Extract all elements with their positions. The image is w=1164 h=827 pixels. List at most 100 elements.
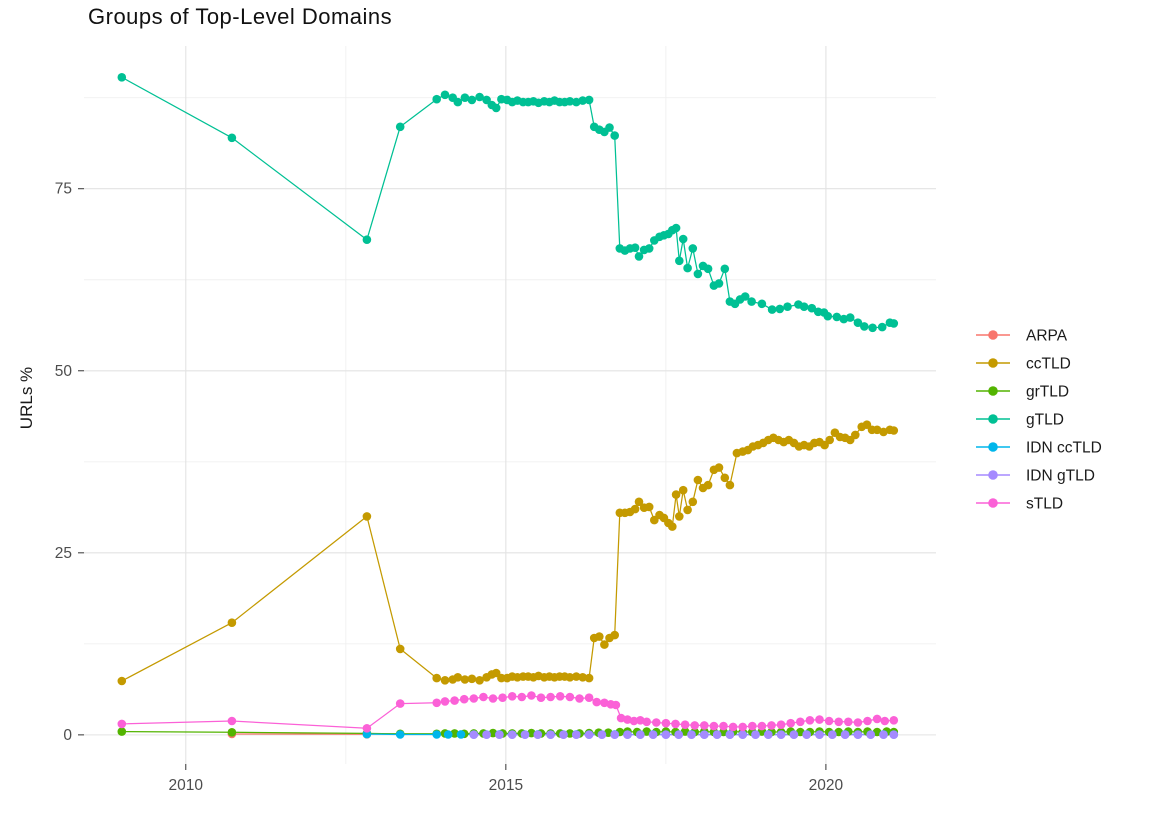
data-point-gtld [630, 243, 640, 252]
data-point-gtld [671, 223, 681, 233]
data-point-stld [652, 718, 661, 727]
data-point-gtld [853, 318, 863, 328]
data-point-gtld [877, 322, 887, 332]
data-point-cctld [693, 475, 703, 485]
data-point-stld [362, 724, 372, 733]
data-point-stld [690, 721, 699, 730]
data-point-grtld [565, 729, 575, 738]
data-point-gtld [460, 93, 470, 102]
data-point-cctld [595, 632, 604, 641]
data-point-stld [469, 694, 479, 703]
data-point-cctld [362, 512, 372, 521]
data-point-stld [611, 700, 621, 710]
data-point-idn-gtld [610, 730, 619, 739]
data-point-stld [709, 721, 719, 731]
data-point-idn-cctld [395, 730, 405, 739]
data-point-stld [786, 718, 795, 728]
data-point-stld [629, 716, 639, 726]
data-point-idn-gtld [802, 730, 811, 739]
legend-key-point [988, 358, 998, 368]
data-point-gtld [491, 103, 501, 113]
data-point-idn-gtld [879, 730, 888, 739]
data-point-cctld [610, 630, 619, 640]
legend-key-point [988, 414, 998, 424]
data-point-cctld [714, 463, 724, 472]
data-point-cctld [460, 675, 470, 684]
data-point-stld [432, 698, 442, 708]
data-point-gtld [693, 269, 703, 279]
data-point-idn-gtld [482, 730, 491, 739]
data-point-idn-gtld [661, 730, 671, 739]
data-point-cctld [851, 430, 860, 440]
data-point-stld [844, 717, 853, 727]
data-point-idn-gtld [559, 730, 568, 739]
data-point-gtld [747, 297, 756, 306]
data-point-stld [536, 693, 546, 702]
data-point-stld [719, 721, 728, 731]
data-point-idn-gtld [738, 730, 747, 739]
data-point-gtld [807, 303, 817, 313]
data-point-stld [565, 692, 575, 702]
data-point-cctld [440, 676, 450, 685]
data-point-gtld [757, 299, 767, 309]
legend-key-point [988, 330, 998, 340]
legend-label-grtld: grTLD [1026, 384, 1069, 401]
data-point-stld [805, 716, 815, 725]
data-point-stld [680, 720, 690, 729]
data-point-cctld [227, 618, 237, 627]
data-point-idn-gtld [648, 730, 658, 739]
data-point-stld [700, 721, 709, 730]
data-point-cctld [688, 497, 698, 507]
data-point-cctld [889, 426, 899, 435]
data-point-cctld [720, 473, 730, 483]
data-point-cctld [683, 505, 692, 515]
data-point-cctld [678, 485, 688, 495]
chart-title: Groups of Top-Level Domains [88, 4, 393, 29]
data-point-stld [546, 692, 555, 702]
data-point-stld [853, 718, 863, 727]
data-point-idn-cctld [443, 730, 453, 739]
data-point-grtld [227, 728, 237, 737]
data-point-cctld [453, 673, 463, 682]
data-point-gtld [432, 94, 442, 104]
data-point-cctld [578, 673, 587, 682]
data-point-gtld [362, 235, 372, 244]
data-point-idn-gtld [840, 730, 850, 739]
series-line-gtld [121, 76, 894, 329]
data-point-stld [488, 694, 498, 703]
data-point-idn-gtld [789, 730, 799, 739]
data-point-stld [728, 722, 738, 732]
data-point-gtld [610, 131, 619, 140]
data-point-gtld [683, 263, 692, 273]
data-point-stld [395, 699, 405, 708]
data-point-idn-gtld [764, 730, 773, 739]
data-point-idn-gtld [866, 730, 875, 739]
x-axis-tick-label: 2010 [169, 777, 204, 794]
data-point-gtld [440, 90, 450, 100]
data-point-idn-gtld [687, 730, 696, 739]
data-point-cctld [644, 502, 654, 512]
legend-key-point [988, 386, 998, 396]
data-point-cctld [630, 504, 640, 514]
data-point-idn-gtld [507, 730, 517, 739]
data-point-idn-gtld [495, 730, 504, 739]
data-point-idn-gtld [815, 730, 824, 739]
data-point-cctld [565, 673, 575, 682]
data-point-idn-gtld [828, 730, 837, 739]
data-point-idn-gtld [751, 730, 760, 739]
data-point-idn-gtld [572, 730, 581, 739]
data-point-gtld [720, 264, 730, 274]
data-point-grtld [450, 729, 459, 738]
legend-label-gtld: gTLD [1026, 412, 1064, 429]
data-point-stld [459, 694, 469, 704]
data-point-gtld [584, 95, 594, 105]
data-point-cctld [725, 480, 735, 490]
legend-label-cctld: ccTLD [1026, 356, 1071, 373]
data-point-gtld [475, 92, 484, 102]
data-point-cctld [584, 673, 594, 683]
data-point-gtld [565, 97, 575, 106]
data-point-stld [623, 715, 632, 724]
data-point-gtld [775, 304, 785, 314]
data-point-stld [661, 718, 671, 728]
